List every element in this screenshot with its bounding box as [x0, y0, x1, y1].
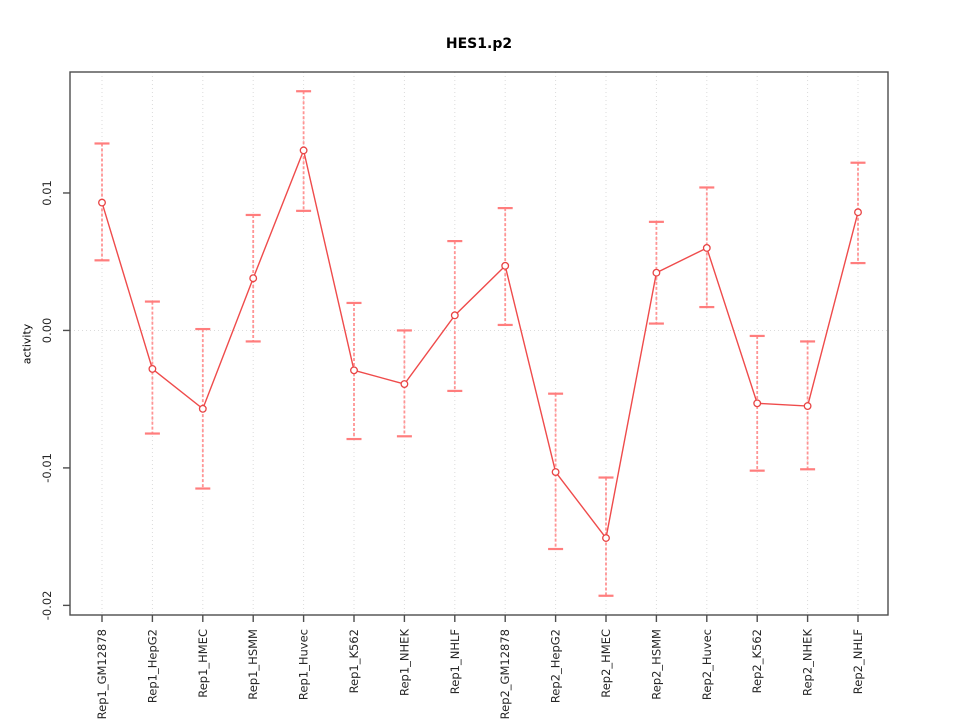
data-point-marker [249, 274, 258, 283]
x-tick-label: Rep2_NHLF [851, 629, 865, 694]
data-point-marker [602, 534, 610, 542]
x-tick-label: Rep1_HepG2 [145, 629, 159, 703]
series-line [101, 147, 859, 540]
data-point-marker [198, 404, 207, 413]
x-tick-label: Rep1_GM12878 [95, 629, 109, 719]
data-point-marker [854, 208, 862, 217]
x-tick-label: Rep1_Huvec [297, 629, 311, 700]
y-tick-label: -0.01 [40, 453, 54, 483]
chart-title: HES1.p2 [445, 36, 513, 52]
data-point-marker [400, 380, 409, 389]
data-point-marker [702, 244, 711, 252]
x-tick-label: Rep1_HSMM [246, 629, 260, 700]
x-tick-label: Rep2_NHEK [801, 629, 815, 696]
data-point-marker [501, 261, 510, 270]
x-tick-label: Rep2_GM12878 [498, 629, 512, 719]
y-tick-label: -0.02 [40, 590, 54, 620]
x-tick-label: Rep1_HMEC [196, 629, 210, 698]
data-point-marker [350, 366, 358, 375]
plot-border [69, 71, 889, 616]
x-tick-label: Rep2_HSMM [649, 629, 663, 700]
y-tick-label: 0.00 [40, 318, 54, 344]
data-point-marker [450, 311, 459, 320]
x-tick-label: Rep1_NHEK [397, 629, 411, 696]
data-point-marker [148, 364, 157, 373]
data-point-marker [652, 268, 661, 277]
data-point-marker [551, 468, 560, 476]
y-tick-label: 0.01 [40, 180, 54, 206]
x-tick-label: Rep2_HMEC [599, 629, 613, 698]
data-point-marker [803, 402, 812, 410]
x-tick-label: Rep2_HepG2 [549, 629, 563, 703]
data-point-marker [98, 198, 106, 207]
x-tick-label: Rep2_K562 [750, 629, 764, 693]
x-tick-label: Rep2_Huvec [700, 629, 714, 700]
data-point-marker [299, 146, 308, 155]
x-tick-label: Rep1_NHLF [448, 629, 462, 694]
x-tick-label: Rep1_K562 [347, 629, 361, 693]
data-point-marker [753, 399, 762, 408]
